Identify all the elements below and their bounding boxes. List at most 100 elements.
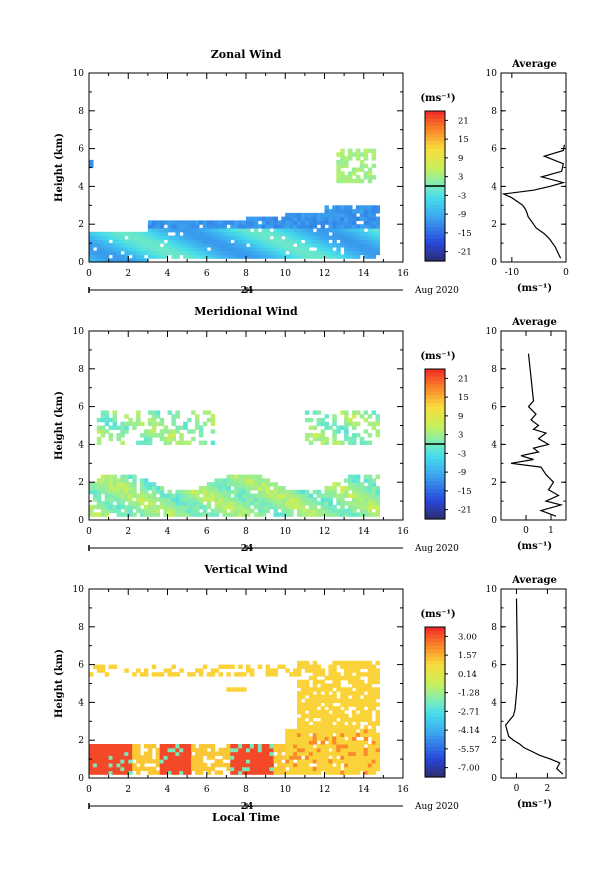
heatmap-cell [324,501,329,506]
heatmap-cell [234,235,239,240]
heatmap-cell [261,246,267,252]
heatmap-cell [304,660,310,666]
heatmap-cell [155,220,161,225]
heatmap-cell [367,209,373,214]
heatmap-cell [328,702,333,707]
heatmap-cell [371,664,377,669]
heatmap-cell [214,228,220,233]
heatmap-cell [187,766,192,772]
heatmap-cell [300,683,306,688]
heatmap-cell [171,436,176,442]
heatmap-cell [249,250,255,256]
heatmap-cell [371,679,377,685]
heatmap-cell [175,231,180,237]
heatmap-cell [100,755,106,760]
heatmap-cell [340,178,345,184]
heatmap-cell [124,258,129,263]
heatmap-cell [104,429,110,434]
colorbar-swatch [425,507,445,513]
heatmap-cell [175,243,180,248]
heatmap-cell [257,239,263,244]
heatmap-cell [175,239,180,244]
heatmap-cell [273,766,278,772]
heatmap-cell [159,433,165,438]
heatmap-cell [304,747,310,753]
heatmap-cell [300,512,306,517]
heatmap-cell [336,497,341,502]
heatmap-cell [104,417,110,423]
heatmap-cell [155,747,161,753]
heatmap-cell [222,493,227,498]
heatmap-cell [312,436,318,442]
heatmap-cell [246,501,251,506]
heatmap-cell [132,486,137,491]
heatmap-cell [308,713,314,719]
heatmap-cell [375,421,380,427]
heatmap-cell [332,205,337,210]
heatmap-cell [171,762,176,768]
heatmap-cell [352,770,357,775]
heatmap-cell [104,766,110,772]
heatmap-cell [226,486,231,491]
heatmap-cell [136,508,141,514]
heatmap-cell [277,744,282,749]
heatmap-cell [269,231,274,237]
heatmap-cell [352,683,357,688]
heatmap-cell [344,668,349,673]
heatmap-cell [348,231,353,237]
heatmap-cell [179,246,184,252]
heatmap-cell [116,501,121,506]
heatmap-cell [273,243,278,248]
heatmap-cell [198,231,204,237]
heatmap-cell [120,751,125,756]
heatmap-cell [297,489,302,495]
heatmap-cell [92,766,98,772]
heatmap-cell [352,489,357,495]
heatmap-cell [355,683,361,688]
heatmap-cell [238,755,243,760]
heatmap-cell [273,504,278,510]
colorbar-swatch [425,242,445,247]
heatmap-cell [159,744,165,749]
heatmap-cell [198,770,204,775]
heatmap-cell [226,512,231,517]
heatmap-cell [269,747,274,753]
heatmap-cell [187,504,192,510]
heatmap-cell [234,228,239,233]
heatmap-cell [171,246,176,252]
heatmap-cell [281,246,286,252]
heatmap-cell [320,212,326,218]
heatmap-cell [375,497,380,502]
heatmap-cell [312,216,318,221]
heatmap-cell [132,504,137,510]
heatmap-cell [104,254,110,259]
heatmap-cell [308,668,314,673]
heatmap-cell [230,246,235,252]
heatmap-cell [348,755,353,760]
heatmap-cell [198,425,204,430]
heatmap-cell [195,762,200,768]
heatmap-cell [226,239,231,244]
heatmap-cell [289,759,294,764]
heatmap-cell [375,246,380,252]
heatmap-cell [218,220,223,225]
heatmap-cell [257,751,263,756]
heatmap-cell [116,497,121,502]
colorbar-swatch [425,732,445,737]
heatmap-cell [355,706,361,711]
heatmap-cell [265,482,271,487]
heatmap-cell [348,239,353,244]
heatmap-cell [159,489,165,495]
heatmap-cell [143,668,149,673]
colorbar-swatch [425,152,445,157]
heatmap-cell [96,759,102,764]
heatmap-cell [128,501,133,506]
heatmap-cell [132,254,137,259]
heatmap-cell [249,246,255,252]
heatmap-cell [238,751,243,756]
heatmap-cell [281,486,286,491]
heatmap-cell [104,414,110,419]
heatmap-cell [171,250,176,256]
heatmap-cell [367,710,373,715]
heatmap-cell [89,163,94,169]
